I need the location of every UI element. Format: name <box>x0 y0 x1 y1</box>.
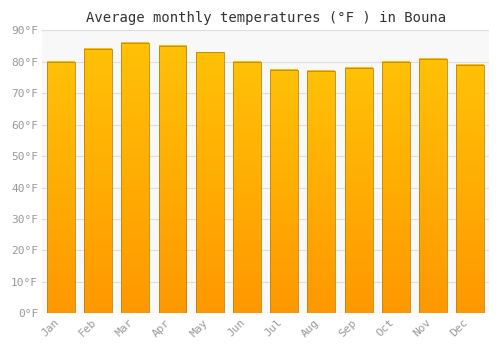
Bar <box>270 70 298 313</box>
Bar <box>233 62 261 313</box>
Bar <box>344 68 372 313</box>
Title: Average monthly temperatures (°F ) in Bouna: Average monthly temperatures (°F ) in Bo… <box>86 11 446 25</box>
Bar <box>382 62 410 313</box>
Bar <box>47 62 75 313</box>
Bar <box>122 43 150 313</box>
Bar <box>84 49 112 313</box>
Bar <box>456 65 484 313</box>
Bar <box>419 59 447 313</box>
Bar <box>308 71 336 313</box>
Bar <box>196 52 224 313</box>
Bar <box>158 46 186 313</box>
